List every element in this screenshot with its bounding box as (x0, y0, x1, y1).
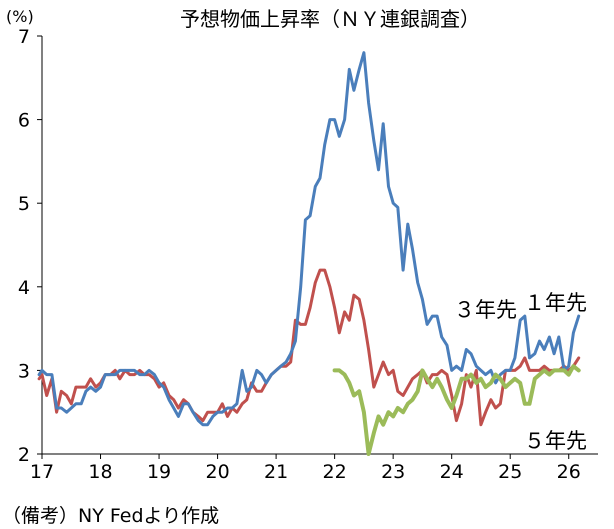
series-label-1yr: １年先 (524, 291, 587, 315)
y-tick-label: 6 (18, 110, 30, 132)
x-tick-label: 22 (323, 461, 347, 483)
x-tick-label: 26 (557, 461, 581, 483)
y-tick-label: 3 (18, 360, 30, 382)
series-line-3yr (37, 268, 581, 427)
x-tick-label: 23 (381, 461, 405, 483)
y-tick-label: 4 (18, 277, 30, 299)
y-tick-label: 7 (18, 26, 30, 48)
y-tick-label: 2 (18, 444, 30, 466)
y-axis-unit: (%) (6, 7, 34, 26)
x-tick-label: 17 (30, 461, 54, 483)
x-tick-label: 18 (88, 461, 112, 483)
series-labels: １年先 ３年先 ５年先 (454, 291, 587, 453)
chart-title: 予想物価上昇率（ＮＹ連銀調査） (180, 7, 480, 31)
x-tick-label: 19 (147, 461, 171, 483)
series-label-5yr: ５年先 (524, 429, 587, 453)
x-tick-label: 25 (498, 461, 522, 483)
series-lines (37, 51, 581, 456)
series-label-3yr: ３年先 (454, 298, 517, 322)
series-line-5yr (332, 364, 581, 456)
x-tick-label: 24 (440, 461, 464, 483)
y-tick-label: 5 (18, 193, 30, 215)
footnote: （備考）NY Fedより作成 (2, 505, 220, 527)
x-tick-label: 21 (264, 461, 288, 483)
series-line-1yr (37, 51, 581, 427)
x-tick-label: 20 (205, 461, 229, 483)
